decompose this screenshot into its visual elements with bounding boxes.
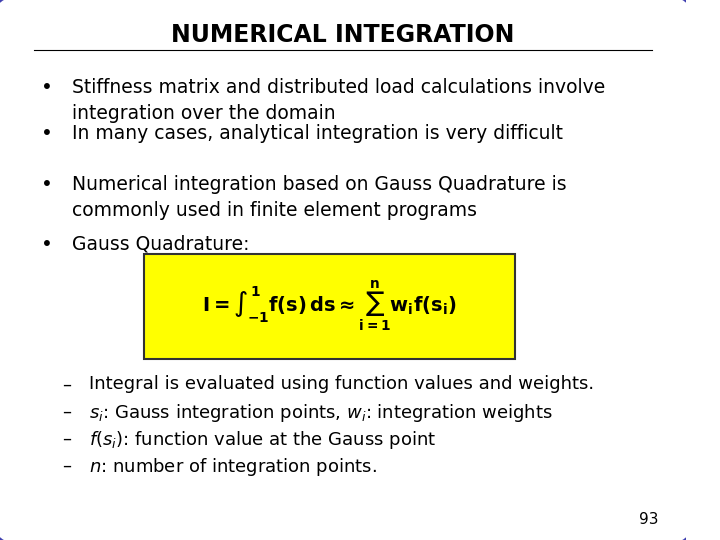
Text: •: • xyxy=(41,176,53,194)
Text: $\mathbf{I = \int_{-1}^{1} f(s)\,ds \approx \sum_{i=1}^{n} w_i f(s_i)}$: $\mathbf{I = \int_{-1}^{1} f(s)\,ds \app… xyxy=(202,279,456,334)
Text: Numerical integration based on Gauss Quadrature is
commonly used in finite eleme: Numerical integration based on Gauss Qua… xyxy=(72,176,567,220)
Text: $f(s_i)$: function value at the Gauss point: $f(s_i)$: function value at the Gauss po… xyxy=(89,429,436,451)
Text: Integral is evaluated using function values and weights.: Integral is evaluated using function val… xyxy=(89,375,594,393)
Text: NUMERICAL INTEGRATION: NUMERICAL INTEGRATION xyxy=(171,23,515,47)
FancyBboxPatch shape xyxy=(144,254,515,359)
Text: In many cases, analytical integration is very difficult: In many cases, analytical integration is… xyxy=(72,124,563,143)
Text: $n$: number of integration points.: $n$: number of integration points. xyxy=(89,456,377,478)
Text: •: • xyxy=(41,78,53,97)
Text: –: – xyxy=(62,456,71,474)
Text: •: • xyxy=(41,124,53,143)
Text: 93: 93 xyxy=(639,511,659,526)
FancyBboxPatch shape xyxy=(0,0,693,540)
Text: •: • xyxy=(41,235,53,254)
Text: Gauss Quadrature:: Gauss Quadrature: xyxy=(72,235,250,254)
Text: $s_i$: Gauss integration points, $w_i$: integration weights: $s_i$: Gauss integration points, $w_i$: … xyxy=(89,402,553,424)
Text: –: – xyxy=(62,375,71,393)
Text: –: – xyxy=(62,402,71,420)
Text: –: – xyxy=(62,429,71,447)
Text: Stiffness matrix and distributed load calculations involve
integration over the : Stiffness matrix and distributed load ca… xyxy=(72,78,606,123)
